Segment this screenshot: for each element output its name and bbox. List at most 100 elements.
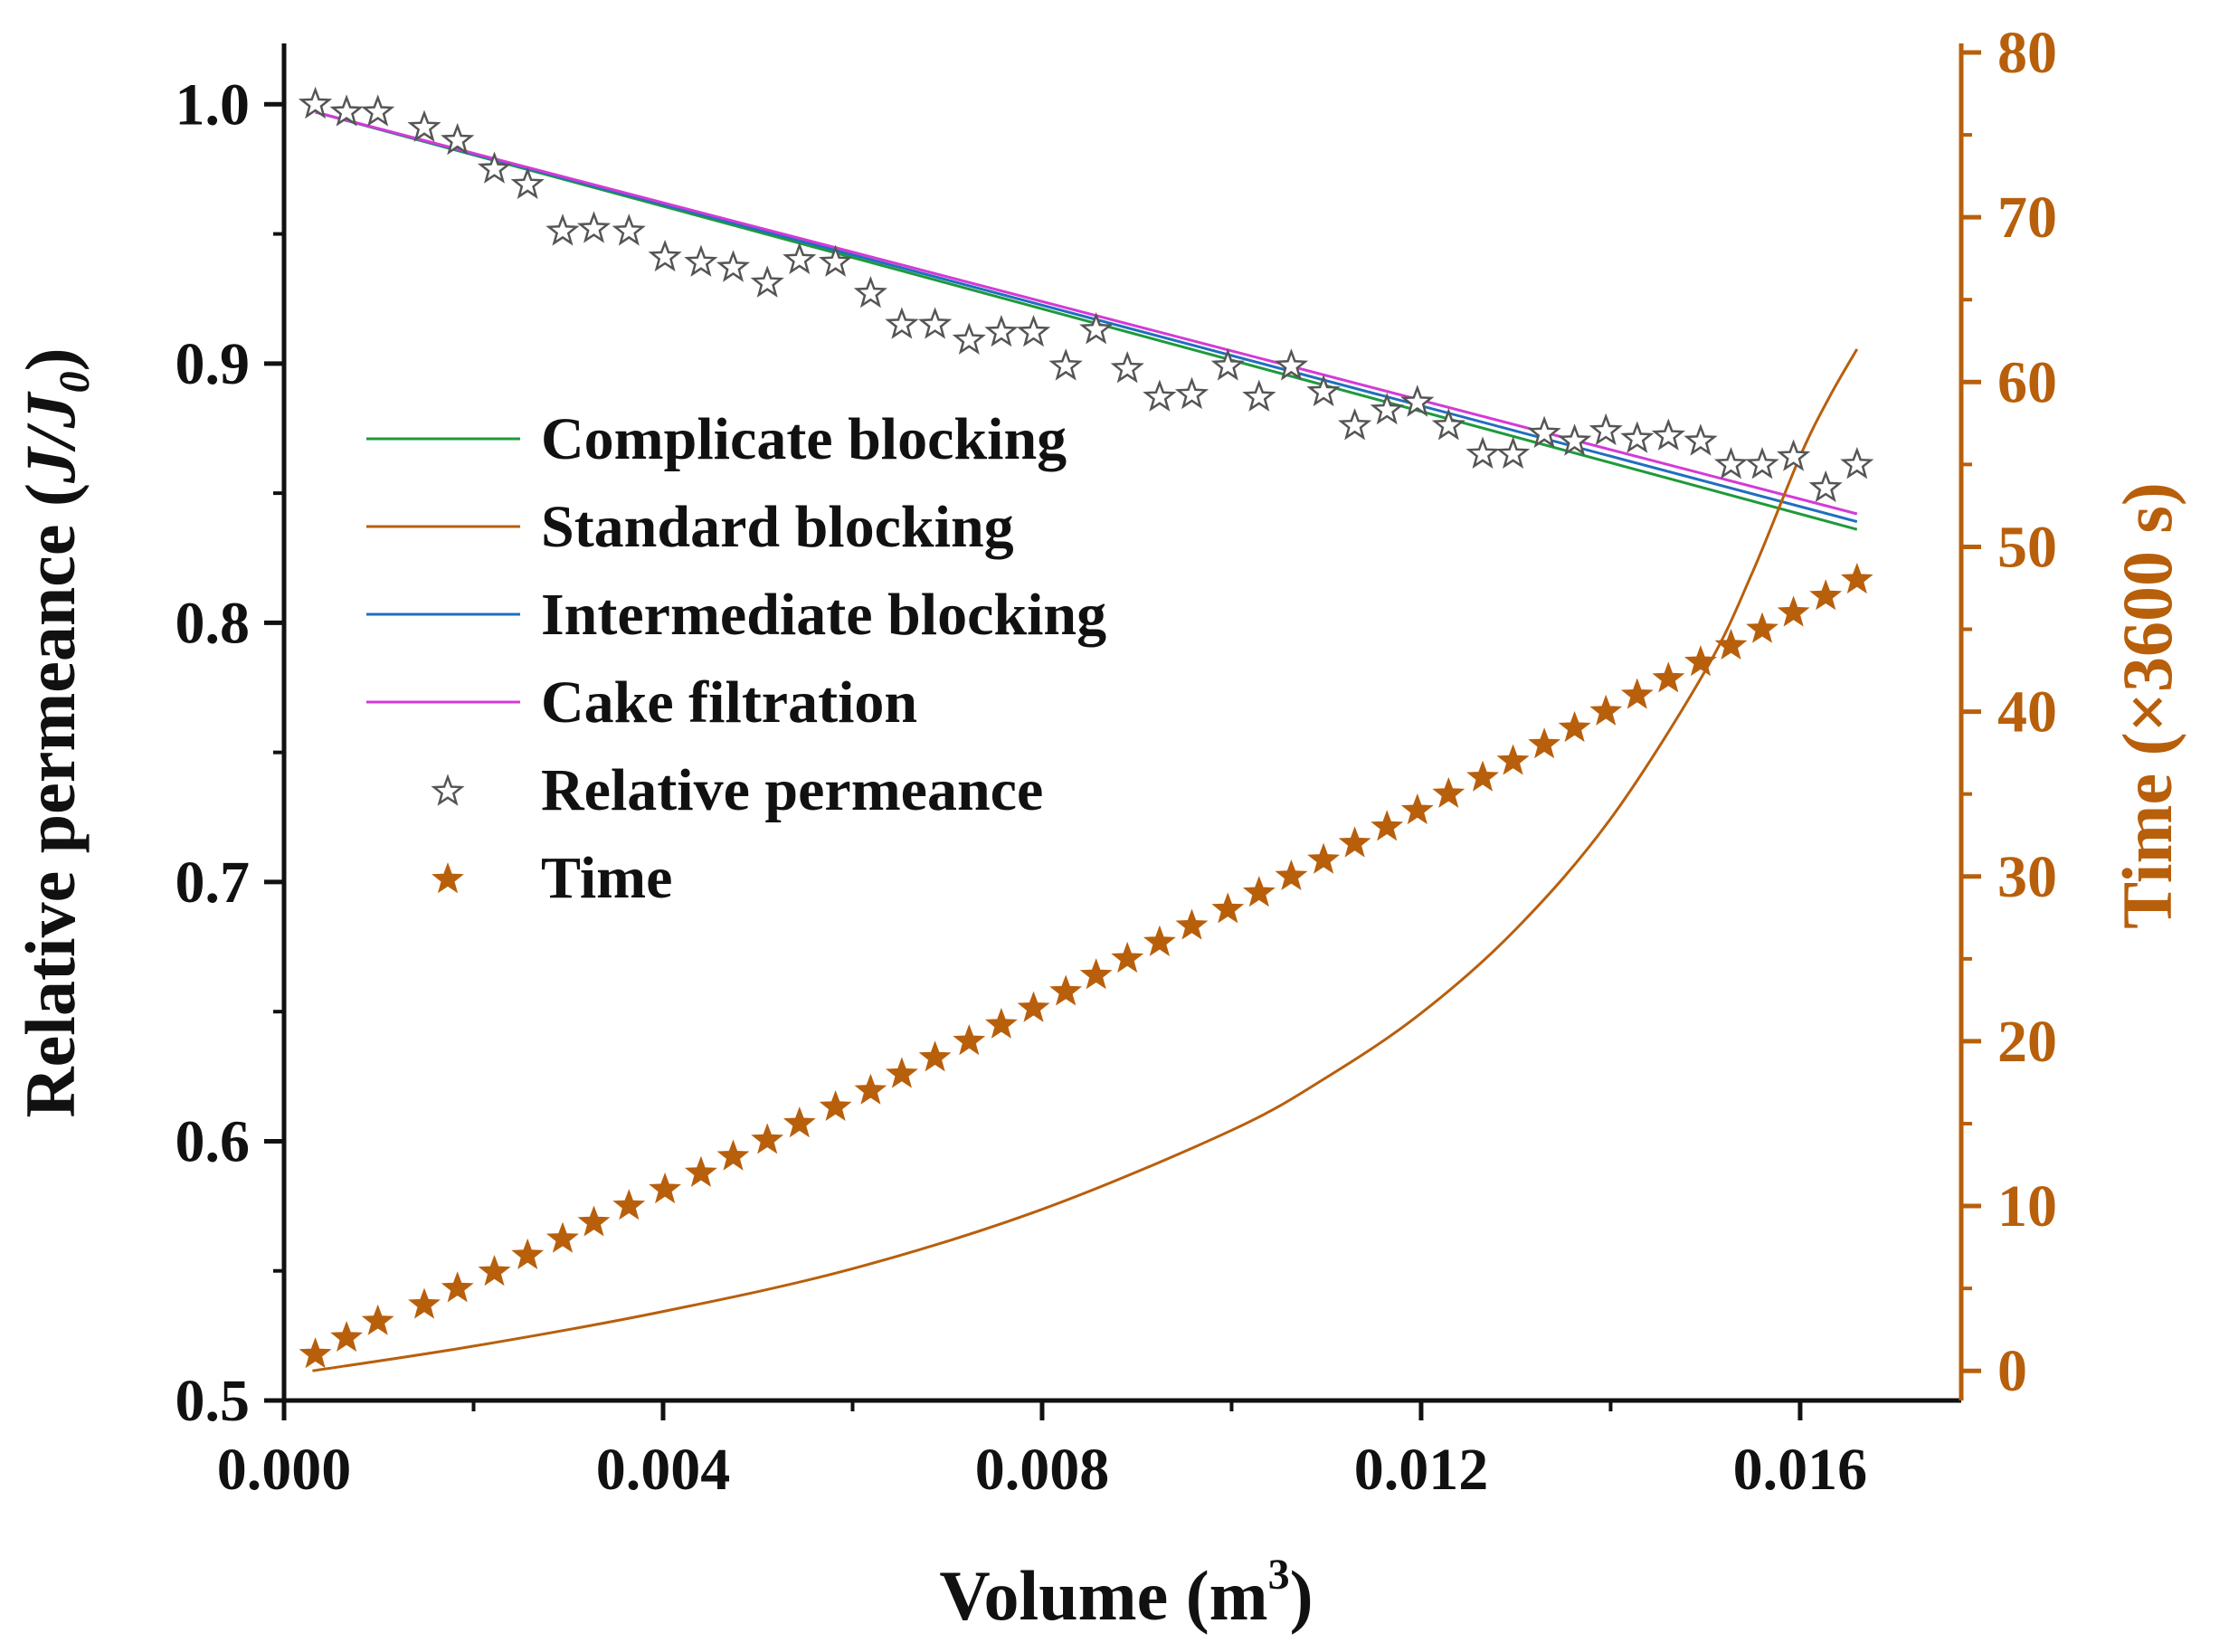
permeance-point [1143, 379, 1177, 412]
permeance-point [1808, 470, 1843, 503]
permeance-point [918, 307, 953, 339]
time-point [577, 1205, 611, 1237]
time-point [854, 1073, 887, 1105]
legend-swatch-relative-permeance [431, 774, 465, 806]
permeance-point [1110, 351, 1144, 384]
time-point [1432, 776, 1465, 808]
permeance-point [1620, 421, 1655, 453]
y2-tick-label: 50 [1997, 514, 2057, 580]
time-point [783, 1106, 816, 1138]
y2-tick-label: 60 [1997, 349, 2057, 415]
time-point [478, 1255, 511, 1286]
time-point [1211, 892, 1245, 924]
time-point [1620, 678, 1654, 709]
permeance-point [1589, 413, 1623, 446]
y-axis-title-var: J/J [11, 390, 90, 484]
permeance-point [1840, 447, 1874, 479]
time-point [1017, 991, 1050, 1022]
permeance-point [1174, 376, 1209, 410]
y-tick-label: 0.7 [175, 850, 251, 916]
permeance-point [648, 239, 682, 272]
permeance-point [1713, 447, 1749, 479]
time-point [1777, 595, 1810, 627]
time-point [1746, 612, 1779, 643]
y-tick-label: 0.9 [175, 331, 251, 397]
permeance-point [1370, 392, 1404, 425]
time-point [1307, 842, 1341, 874]
permeance-point [1400, 385, 1435, 417]
permeance-point [407, 109, 441, 142]
time-point [1714, 628, 1748, 660]
time-point [1275, 859, 1308, 891]
time-point [1143, 925, 1176, 956]
y-axis-title-sub: 0 [51, 371, 99, 393]
permeance-point [1242, 379, 1276, 412]
permeance-point [361, 94, 395, 127]
permeance-point [510, 166, 545, 199]
time-point [1528, 727, 1561, 759]
permeance-point [885, 307, 919, 339]
x-tick-label: 0.012 [1354, 1437, 1489, 1503]
y2-tick-label: 40 [1997, 679, 2057, 745]
time-point [1079, 958, 1113, 990]
time-point [1111, 941, 1144, 973]
x-tick-label: 0.004 [596, 1437, 731, 1503]
x-axis-title: Volume (m3) [939, 1551, 1313, 1635]
permeance-point [853, 275, 887, 309]
permeance-point [716, 250, 751, 282]
permeance-point [1210, 348, 1245, 381]
time-point [684, 1155, 717, 1187]
time-point [330, 1320, 363, 1353]
time-point [1840, 563, 1873, 594]
time-point [441, 1271, 474, 1303]
permeance-point [684, 244, 718, 277]
x-tick-label: 0.008 [975, 1437, 1110, 1503]
y2-tick-label: 80 [1997, 20, 2057, 86]
y-tick-label: 0.5 [175, 1368, 251, 1434]
time-point [716, 1139, 750, 1171]
time-point [1809, 579, 1843, 611]
series-line-cake-filtration [315, 110, 1858, 516]
y-tick-label: 0.8 [175, 590, 251, 656]
legend-label-complicate-blocking: Complicate blocking [541, 406, 1067, 472]
permeance-point [819, 244, 853, 277]
time-point [1242, 876, 1276, 907]
time-point [1589, 694, 1623, 726]
y-tick-label: 1.0 [175, 71, 251, 138]
y2-tick-label: 10 [1997, 1173, 2057, 1239]
y2-tick-label: 0 [1997, 1338, 2027, 1404]
y2-tick-label: 70 [1997, 185, 2057, 251]
permeance-point [576, 211, 612, 243]
y2-tick-label: 20 [1997, 1009, 2057, 1075]
y2-tick-label: 30 [1997, 844, 2057, 910]
time-point [1338, 826, 1371, 858]
permeance-point [1431, 408, 1465, 441]
y-axis-title-text: Relative permeance ( [11, 483, 90, 1118]
legend-label-intermediate-blocking: Intermediate blocking [541, 582, 1106, 648]
time-point [408, 1287, 441, 1319]
legend-label-cake-filtration: Cake filtration [541, 669, 917, 736]
legend-label-time: Time [541, 845, 672, 911]
permeance-point [1558, 423, 1592, 456]
permeance-point [298, 86, 333, 119]
time-point [299, 1337, 332, 1369]
permeance-point [477, 151, 512, 184]
permeance-point [612, 214, 646, 246]
permeance-point [1651, 418, 1685, 451]
x-tick-label: 0.016 [1733, 1437, 1868, 1503]
permeance-point [1274, 348, 1309, 381]
y-axis-title-tail: ) [11, 347, 90, 371]
legend-label-standard-blocking: Standard blocking [541, 494, 1014, 560]
permeance-point [545, 214, 580, 246]
time-point [1400, 793, 1434, 825]
time-point [1684, 645, 1717, 677]
time-point [1049, 974, 1083, 1006]
permeance-point [984, 314, 1019, 347]
series-line-standard-blocking [312, 348, 1859, 1372]
time-point [819, 1089, 852, 1121]
permeance-point [441, 122, 475, 156]
time-point [511, 1238, 545, 1270]
x-tick-label: 0.000 [217, 1437, 352, 1503]
time-point [1371, 810, 1404, 841]
